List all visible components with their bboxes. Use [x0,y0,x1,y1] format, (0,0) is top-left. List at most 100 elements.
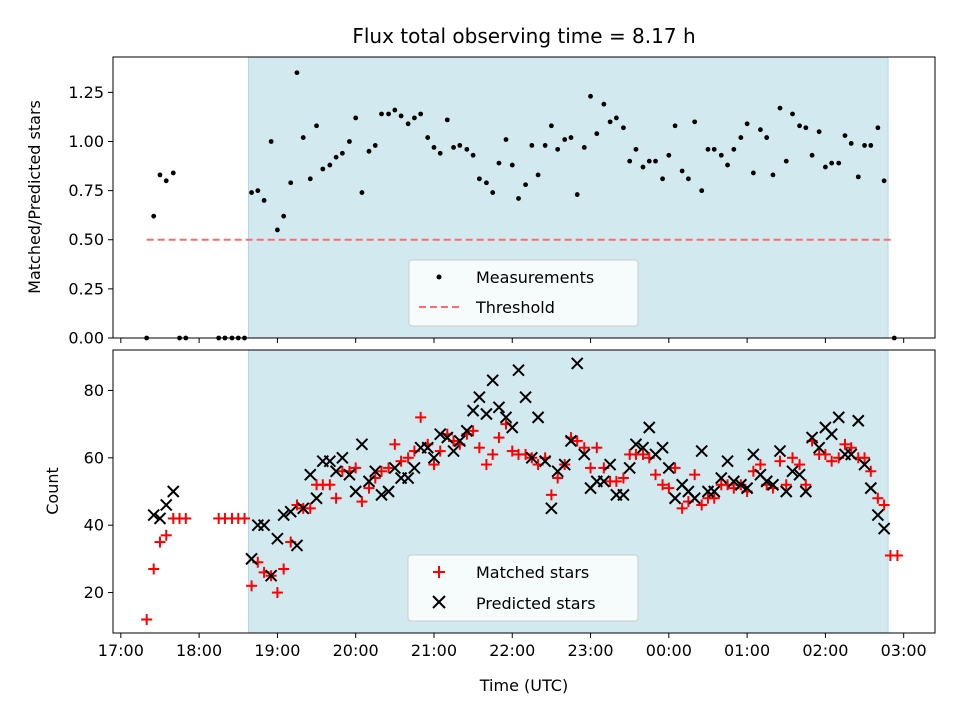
measurement-point [607,119,613,125]
matched-star-point [676,502,688,514]
measurement-point [549,123,554,129]
top-y-tick-label: 0.50 [68,230,104,249]
predicted-star-point [597,475,611,488]
measurement-point [875,125,881,131]
measurement-point [535,172,541,178]
measurement-point [347,139,352,144]
measurement-point [725,162,730,168]
measurement-point [151,213,157,219]
measurement-point [294,70,300,76]
measurement-point [320,166,326,172]
predicted-star-point [662,461,676,475]
predicted-star-point [362,475,376,488]
measurement-point [881,178,887,184]
measurement-point [790,111,795,117]
predicted-star-point [695,444,708,458]
matched-star-point [754,459,766,471]
measurement-point [157,172,163,178]
matched-star-point [878,499,890,511]
measurement-point [300,135,306,140]
top-y-axis-label: Matched/Predicted stars [25,100,44,294]
predicted-star-point [336,451,349,465]
measurement-point [764,135,770,140]
measurement-point [366,148,372,154]
matched-star-point [657,479,669,491]
legend-matched-marker [433,566,445,578]
bot-y-tick-label: 40 [84,516,104,535]
matched-star-point [637,448,649,460]
measurement-point [731,146,737,152]
matched-star-point [650,469,662,481]
measurement-point [476,176,482,182]
legend-predicted-label: Predicted stars [476,594,596,613]
matched-star-point [859,452,871,464]
predicted-star-point [310,492,323,505]
matched-star-point [780,479,792,491]
predicted-star-point [786,465,799,478]
predicted-star-point [825,428,838,441]
predicted-star-point [349,485,362,498]
predicted-star-point [760,475,773,488]
predicted-star-point [427,451,441,465]
measurement-point [170,170,176,176]
predicted-star-point [304,468,317,481]
matched-star-point [487,448,499,460]
measurement-point [555,146,561,152]
matched-star-point [891,550,903,562]
predicted-star-point [708,485,721,498]
measurement-point [392,107,398,113]
measurement-point [829,160,835,166]
predicted-star-point [512,364,525,377]
matched-star-point [819,448,831,460]
predicted-star-point [441,431,454,444]
measurement-point [660,176,665,182]
measurement-point [261,198,267,203]
legend-predicted-marker [432,595,446,609]
measurement-point [249,190,254,195]
predicted-star-point [167,485,180,498]
matched-star-point [395,455,407,467]
predicted-star-point [578,448,591,461]
matched-star-point [794,459,806,471]
measurement-point [613,115,619,121]
predicted-star-point [877,522,891,535]
bot-y-tick-label: 20 [84,583,104,602]
matched-star-point [585,462,597,474]
measurement-point [418,111,424,117]
matched-star-point [350,462,362,474]
predicted-star-point [492,401,506,414]
measurement-point [705,146,711,152]
measurement-point [692,119,698,125]
measurement-point [412,115,417,121]
measurement-point [672,123,678,129]
bottom-legend: Matched stars Predicted stars [407,554,639,622]
top-y-tick-label: 0.75 [68,181,104,200]
predicted-star-point [832,411,845,424]
predicted-star-point [545,502,558,515]
predicted-star-point [297,502,310,515]
measurement-point [653,158,658,164]
predicted-star-point [375,488,388,502]
measurement-point [738,135,744,140]
bottom-axes-frame [112,349,936,634]
matched-star-point [330,492,342,504]
measurement-point [359,190,365,195]
predicted-star-point [721,454,734,468]
measurement-point [816,129,822,135]
measurement-point [464,146,470,152]
measurement-point [848,141,854,146]
predicted-star-point [571,357,584,370]
predicted-star-point [369,465,382,478]
measurement-point [333,154,339,160]
measurement-point [268,139,274,144]
measurement-point [431,144,437,150]
x-tick-label: 20:00 [333,641,379,660]
predicted-star-point [264,569,278,582]
x-tick-label: 00:00 [646,641,692,660]
measurement-point [809,152,815,158]
measurement-point [666,152,672,158]
top-legend-box [408,259,639,327]
predicted-star-point [636,441,650,454]
top-y-tick-label: 0.00 [68,329,104,348]
matched-star-point [467,425,479,437]
